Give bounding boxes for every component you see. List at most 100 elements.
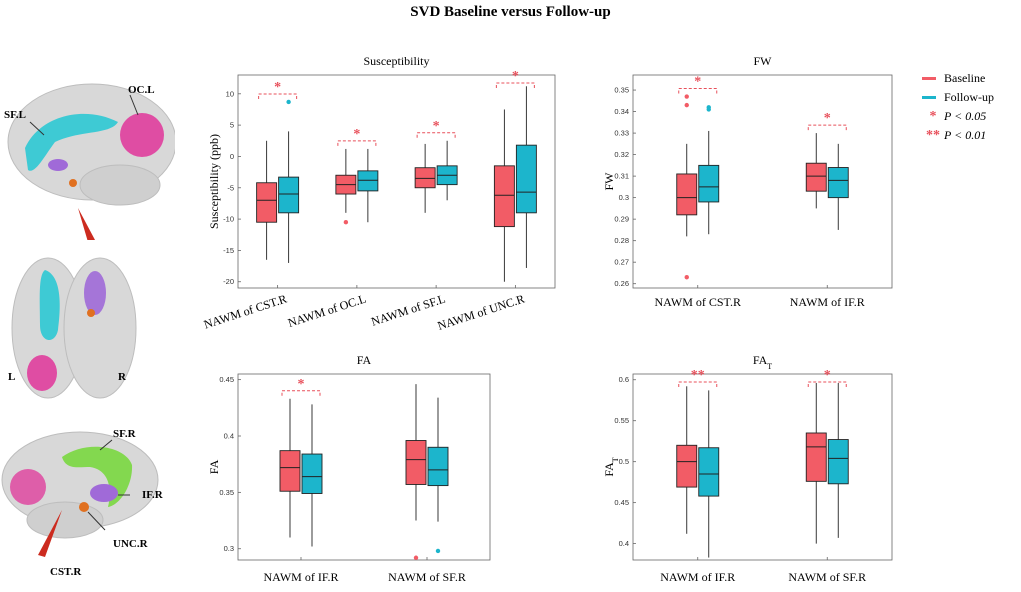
brain-label-oc-l: OC.L [128,84,155,96]
x-category-label: NAWM of SF.L [369,292,447,329]
chart-susceptibility-svg: Susceptibility 10 5 0 -5 -10 -15 -20 Susceptibil… [202,54,556,333]
legend-followup: Follow-up [922,89,994,106]
y-tick-label: 0.35 [614,86,629,95]
x-category-label: NAWM of CST.R [202,292,289,332]
box-followup [698,447,720,497]
outlier-point [684,275,689,280]
x-category-label: NAWM of IF.R [790,295,865,309]
box-followup [357,170,379,192]
legend: Baseline Follow-up * P < 0.05 ** P < 0.0… [922,70,994,146]
x-category-label: NAWM of IF.R [660,570,735,584]
y-tick-label: 0.33 [614,129,629,138]
chart-title: FAT [753,353,772,371]
legend-followup-swatch [922,96,936,99]
legend-p01-label: P < 0.01 [944,128,987,142]
y-tick-label: 0.4 [619,539,629,548]
outlier-point [413,555,419,560]
box-followup [698,164,720,203]
box-baseline [676,173,698,216]
brain-label-cst-r: CST.R [50,566,82,578]
significance-bracket [416,132,456,138]
y-tick-label: 0.3 [224,544,234,553]
chart-fa-svg: FA 0.45 0.4 0.35 0.3 FA NAWM of IF.R * NAWM of S… [207,353,491,584]
outlier-point [286,99,291,105]
legend-baseline: Baseline [922,70,994,87]
brain-label-if-r: IF.R [142,489,164,501]
x-category-label: NAWM of IF.R [263,570,338,584]
box-baseline [405,440,427,485]
y-tick-label: 0.45 [614,498,629,507]
brain-label-sf-r: SF.R [113,428,137,440]
significance-bracket [678,88,718,94]
box-baseline [676,444,698,488]
y-tick-label: 10 [226,89,234,98]
x-category-label: NAWM of OC.L [286,292,368,330]
significance-bracket [807,381,847,387]
y-tick-label: 0.26 [614,279,629,288]
significance-marker: * [824,111,831,126]
brain-label-r: R [118,371,127,383]
legend-baseline-label: Baseline [944,71,986,85]
significance-bracket [678,381,718,387]
y-tick-label: 5 [230,121,234,130]
brain-sagittal-right-image: SF.R IF.R UNC.R CST.R [1,428,164,578]
legend-p01-marker: ** [926,127,940,143]
y-axis-label: Susceptibility (ppb) [207,134,221,229]
box-baseline [805,432,827,482]
y-tick-label: 0.31 [614,172,629,181]
brain-label-sf-l: SF.L [4,109,26,121]
y-axis-label: FW [602,172,616,191]
plot-frame [632,74,893,289]
brain-label-unc-r: UNC.R [113,538,149,550]
plot-frame [632,373,893,561]
chart-title: FW [754,54,773,68]
box-followup [827,167,849,199]
chart-fw-svg: FW 0.35 0.34 0.33 0.32 0.31 0.3 0.29 0.28 0.27 0.2… [602,54,893,309]
significance-marker: * [433,119,440,134]
chart-fat-svg: FAT 0.6 0.55 0.5 0.45 0.4 FAT NAWM of IF.R ** NAW… [602,353,893,584]
chart-susceptibility: Susceptibility 10 5 0 -5 -10 -15 -20 Susceptibil… [202,48,590,348]
box-baseline [279,450,301,492]
plot-frame [237,74,556,289]
significance-marker: * [353,127,360,142]
significance-bracket [258,93,298,99]
box-followup [827,439,849,485]
y-tick-label: 0.45 [219,375,234,384]
y-axis-label: FA [207,459,221,474]
box-baseline [256,182,278,223]
significance-marker: * [274,80,281,95]
chart-title: Susceptibility [364,54,430,68]
brain-axial-image: L R [8,257,137,399]
box-baseline [805,162,827,192]
legend-p01: ** P < 0.01 [922,127,994,144]
significance-marker: ** [691,368,705,383]
y-tick-label: 0 [230,152,234,161]
y-tick-label: -10 [223,215,234,224]
y-tick-label: 0.34 [614,107,629,116]
y-tick-label: 0.4 [224,432,234,441]
significance-marker: * [512,69,519,84]
figure-title: SVD Baseline versus Follow-up [410,4,611,20]
chart-fat: FAT 0.6 0.55 0.5 0.45 0.4 FAT NAWM of IF.R ** NAW… [602,350,905,590]
x-category-label: NAWM of SF.R [388,570,466,584]
box-followup [278,176,300,214]
outlier-point [706,105,711,110]
plot-frame [237,373,491,561]
y-tick-label: 0.27 [614,258,629,267]
significance-marker: * [298,377,305,392]
legend-followup-label: Follow-up [944,90,995,104]
y-tick-label: 0.6 [619,375,629,384]
significance-bracket [807,124,847,131]
y-tick-label: -15 [223,246,234,255]
box-baseline [493,165,515,228]
x-category-label: NAWM of CST.R [655,295,741,309]
outlier-point [435,548,441,554]
chart-fa: FA 0.45 0.4 0.35 0.3 FA NAWM of IF.R * NAWM of S… [207,350,495,590]
legend-baseline-swatch [922,77,936,80]
chart-title: FA [357,353,372,367]
significance-marker: * [824,368,831,383]
y-tick-label: -20 [223,277,234,286]
box-followup [515,144,537,214]
chart-fw: FW 0.35 0.34 0.33 0.32 0.31 0.3 0.29 0.28 0.27 0.2… [602,48,905,338]
legend-p05: * P < 0.05 [922,108,994,125]
